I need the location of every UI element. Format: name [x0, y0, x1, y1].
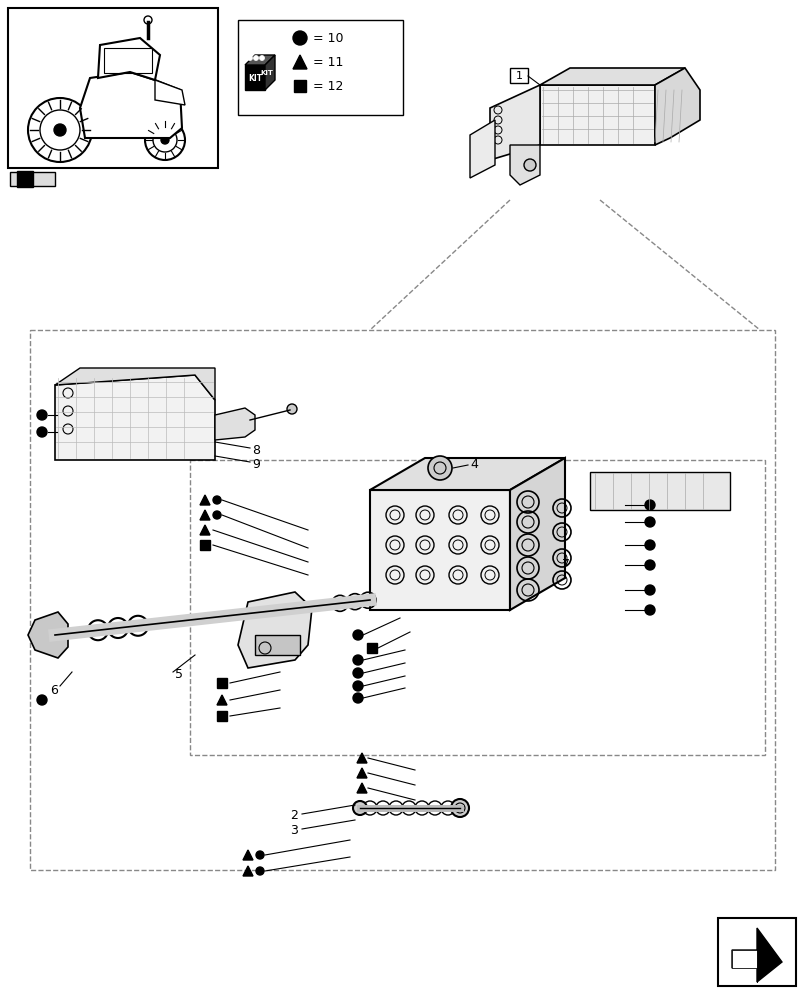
Polygon shape — [245, 65, 264, 90]
Text: 3: 3 — [290, 824, 298, 837]
Polygon shape — [242, 866, 253, 876]
Polygon shape — [80, 72, 182, 138]
Polygon shape — [238, 592, 311, 668]
Circle shape — [255, 851, 264, 859]
Bar — [367, 643, 376, 653]
Polygon shape — [217, 695, 227, 705]
Bar — [10, 172, 55, 186]
Text: KIT: KIT — [260, 70, 273, 76]
Polygon shape — [200, 495, 210, 505]
Bar — [370, 490, 509, 610]
Circle shape — [644, 517, 654, 527]
Polygon shape — [470, 120, 495, 178]
Bar — [509, 68, 527, 83]
Polygon shape — [98, 38, 160, 80]
Circle shape — [644, 585, 654, 595]
Text: = 12: = 12 — [312, 80, 343, 93]
Polygon shape — [215, 408, 255, 440]
Polygon shape — [539, 68, 684, 85]
Polygon shape — [264, 55, 275, 90]
Polygon shape — [357, 783, 367, 793]
Circle shape — [54, 124, 66, 136]
Circle shape — [353, 655, 363, 665]
Circle shape — [353, 681, 363, 691]
Circle shape — [353, 668, 363, 678]
Text: KIT: KIT — [247, 74, 262, 83]
Circle shape — [37, 427, 47, 437]
Circle shape — [523, 159, 535, 171]
Polygon shape — [200, 510, 210, 520]
Bar — [17, 171, 33, 187]
Bar — [255, 635, 299, 655]
Polygon shape — [509, 458, 564, 610]
Circle shape — [644, 605, 654, 615]
Text: 6: 6 — [50, 684, 58, 696]
Text: 2: 2 — [290, 809, 298, 822]
Circle shape — [293, 31, 307, 45]
Circle shape — [253, 56, 258, 61]
Circle shape — [212, 496, 221, 504]
Circle shape — [286, 404, 297, 414]
Polygon shape — [654, 68, 699, 145]
Circle shape — [450, 799, 469, 817]
Bar — [104, 48, 152, 73]
Text: = 10: = 10 — [312, 32, 343, 45]
Bar — [30, 330, 774, 870]
Bar — [200, 540, 210, 550]
Polygon shape — [28, 612, 68, 658]
Text: 7: 7 — [561, 558, 569, 572]
Text: = 11: = 11 — [312, 56, 343, 69]
Polygon shape — [200, 525, 210, 535]
Text: 1: 1 — [515, 71, 521, 81]
Text: 8: 8 — [251, 444, 260, 456]
Circle shape — [353, 693, 363, 703]
Circle shape — [37, 695, 47, 705]
Polygon shape — [293, 55, 307, 69]
Bar — [539, 85, 654, 145]
Polygon shape — [242, 850, 253, 860]
Circle shape — [427, 456, 452, 480]
Circle shape — [212, 511, 221, 519]
Bar — [238, 20, 402, 115]
Circle shape — [260, 56, 264, 61]
Bar — [217, 711, 227, 721]
Polygon shape — [55, 375, 215, 460]
Circle shape — [255, 867, 264, 875]
Bar — [294, 80, 306, 92]
Circle shape — [644, 560, 654, 570]
Circle shape — [37, 410, 47, 420]
Polygon shape — [245, 55, 275, 65]
Polygon shape — [489, 85, 539, 160]
Text: 9: 9 — [251, 458, 260, 471]
Circle shape — [353, 801, 367, 815]
Text: 5: 5 — [175, 668, 182, 682]
Circle shape — [161, 136, 169, 144]
Polygon shape — [55, 368, 215, 400]
Bar — [190, 460, 764, 755]
Bar — [217, 678, 227, 688]
Bar — [717, 918, 795, 986]
Bar — [8, 8, 217, 168]
Polygon shape — [357, 753, 367, 763]
Circle shape — [247, 56, 252, 61]
Polygon shape — [731, 928, 756, 982]
Polygon shape — [509, 145, 539, 185]
Text: 4: 4 — [470, 458, 478, 472]
Polygon shape — [370, 458, 564, 490]
Circle shape — [644, 500, 654, 510]
Circle shape — [353, 630, 363, 640]
Polygon shape — [357, 768, 367, 778]
Circle shape — [644, 540, 654, 550]
Bar — [590, 472, 729, 510]
Polygon shape — [155, 80, 185, 105]
Polygon shape — [731, 928, 781, 982]
